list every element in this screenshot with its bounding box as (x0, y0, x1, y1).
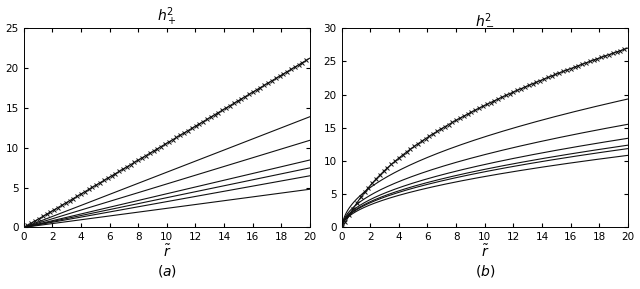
X-axis label: $\tilde{r}$: $\tilde{r}$ (163, 244, 171, 260)
Title: $h_+^2$: $h_+^2$ (157, 5, 177, 28)
Title: $h_-^2$: $h_-^2$ (475, 11, 495, 28)
Text: $(b)$: $(b)$ (474, 263, 495, 279)
X-axis label: $\tilde{r}$: $\tilde{r}$ (481, 244, 489, 260)
Text: $(a)$: $(a)$ (157, 263, 177, 279)
